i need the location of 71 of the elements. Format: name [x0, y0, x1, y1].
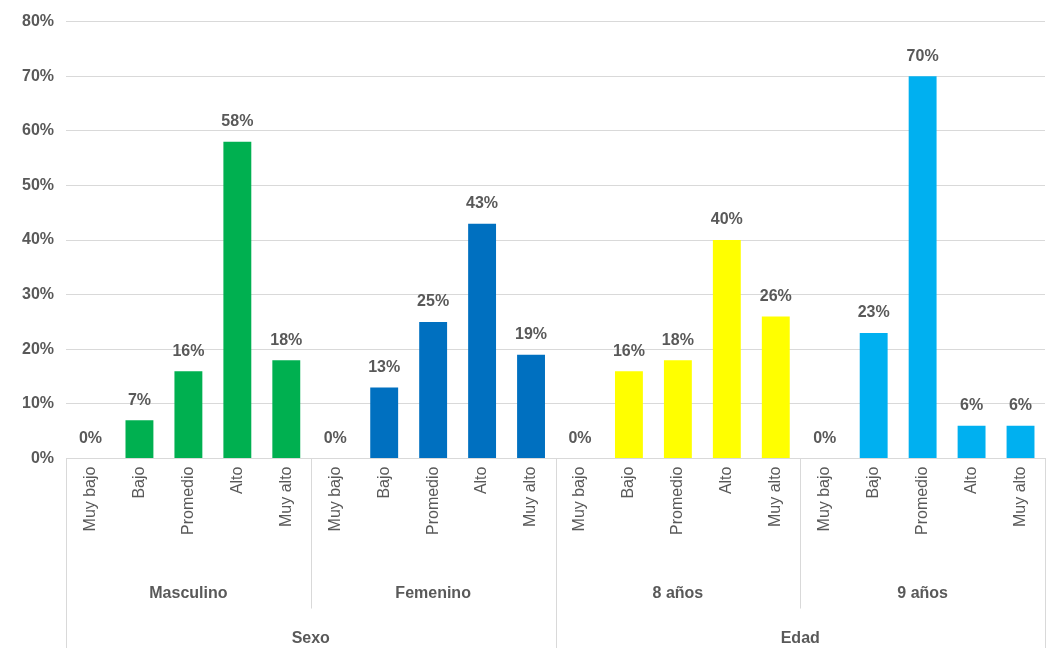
- bar: [223, 141, 252, 459]
- x-tick-label: Promedio: [913, 466, 931, 536]
- x-tick-label: Promedio: [178, 466, 196, 536]
- data-label: 58%: [221, 112, 254, 130]
- x-tick-label: Bajo: [619, 466, 637, 499]
- data-label: 7%: [127, 390, 152, 408]
- y-tick-label: 60%: [21, 121, 55, 139]
- bar: [614, 371, 643, 459]
- x-tick-label: Muy bajo: [570, 466, 588, 532]
- x-tick-label: Alto: [227, 466, 245, 495]
- x-tick-label: Alto: [717, 466, 735, 495]
- bar: [517, 354, 545, 459]
- data-label: 19%: [515, 325, 548, 343]
- data-label: 0%: [78, 428, 103, 446]
- text: Femenino: [395, 583, 472, 601]
- bar: [174, 371, 203, 459]
- data-label: 70%: [906, 46, 939, 64]
- data-label: 43%: [466, 194, 499, 212]
- y-tick-label: 30%: [21, 285, 55, 303]
- data-label: 0%: [568, 428, 592, 446]
- x-tick-label: Alto: [472, 466, 490, 495]
- x-tick-label: Bajo: [864, 466, 882, 499]
- y-tick-label: 70%: [21, 66, 55, 84]
- x-tick-label: Promedio: [668, 466, 686, 536]
- x-tick-label: Muy bajo: [325, 466, 343, 532]
- y-tick-label: 0%: [30, 448, 55, 466]
- text: Edad: [780, 628, 820, 646]
- data-label: 6%: [960, 396, 984, 414]
- x-tick-label: Muy alto: [766, 466, 784, 527]
- data-label: 18%: [661, 330, 694, 348]
- data-label: 0%: [323, 428, 347, 446]
- bar: [712, 240, 741, 459]
- y-tick-label: 20%: [21, 339, 55, 357]
- bar: [859, 332, 888, 459]
- x-tick-label: Bajo: [129, 466, 147, 499]
- x-tick-label: Promedio: [423, 466, 441, 536]
- x-tick-label: Muy alto: [276, 466, 294, 527]
- x-tick-label: Muy bajo: [815, 466, 833, 532]
- bar: [908, 76, 937, 459]
- x-tick-label: Muy alto: [521, 466, 539, 527]
- data-label: 18%: [270, 330, 303, 348]
- data-label: 0%: [813, 428, 837, 446]
- data-label: 16%: [172, 341, 205, 359]
- data-label: 23%: [857, 303, 890, 321]
- data-label: 26%: [759, 286, 792, 304]
- text: Sexo: [291, 628, 331, 646]
- data-label: 40%: [710, 210, 743, 228]
- data-label: 16%: [612, 341, 645, 359]
- bar: [663, 360, 692, 459]
- x-tick-label: Alto: [961, 466, 979, 495]
- y-tick-label: 80%: [21, 12, 55, 30]
- text: 9 años: [897, 583, 949, 601]
- bar: [125, 420, 154, 459]
- text: 8 años: [652, 583, 704, 601]
- x-tick-label: Muy bajo: [80, 466, 98, 532]
- bar: [1006, 425, 1035, 459]
- bar: [419, 321, 448, 459]
- bar: [468, 223, 497, 459]
- data-label: 13%: [368, 357, 401, 375]
- data-label: 6%: [1008, 396, 1033, 414]
- x-tick-label: Muy alto: [1010, 466, 1028, 527]
- bar: [957, 425, 986, 459]
- text: Masculino: [149, 583, 228, 601]
- y-tick-label: 40%: [21, 230, 55, 248]
- bar: [272, 360, 301, 459]
- x-tick-label: Bajo: [374, 466, 392, 499]
- y-tick-label: 50%: [21, 175, 55, 193]
- y-tick-label: 10%: [21, 394, 55, 412]
- bar: [370, 387, 399, 459]
- bar: [761, 316, 790, 459]
- data-label: 25%: [417, 292, 450, 310]
